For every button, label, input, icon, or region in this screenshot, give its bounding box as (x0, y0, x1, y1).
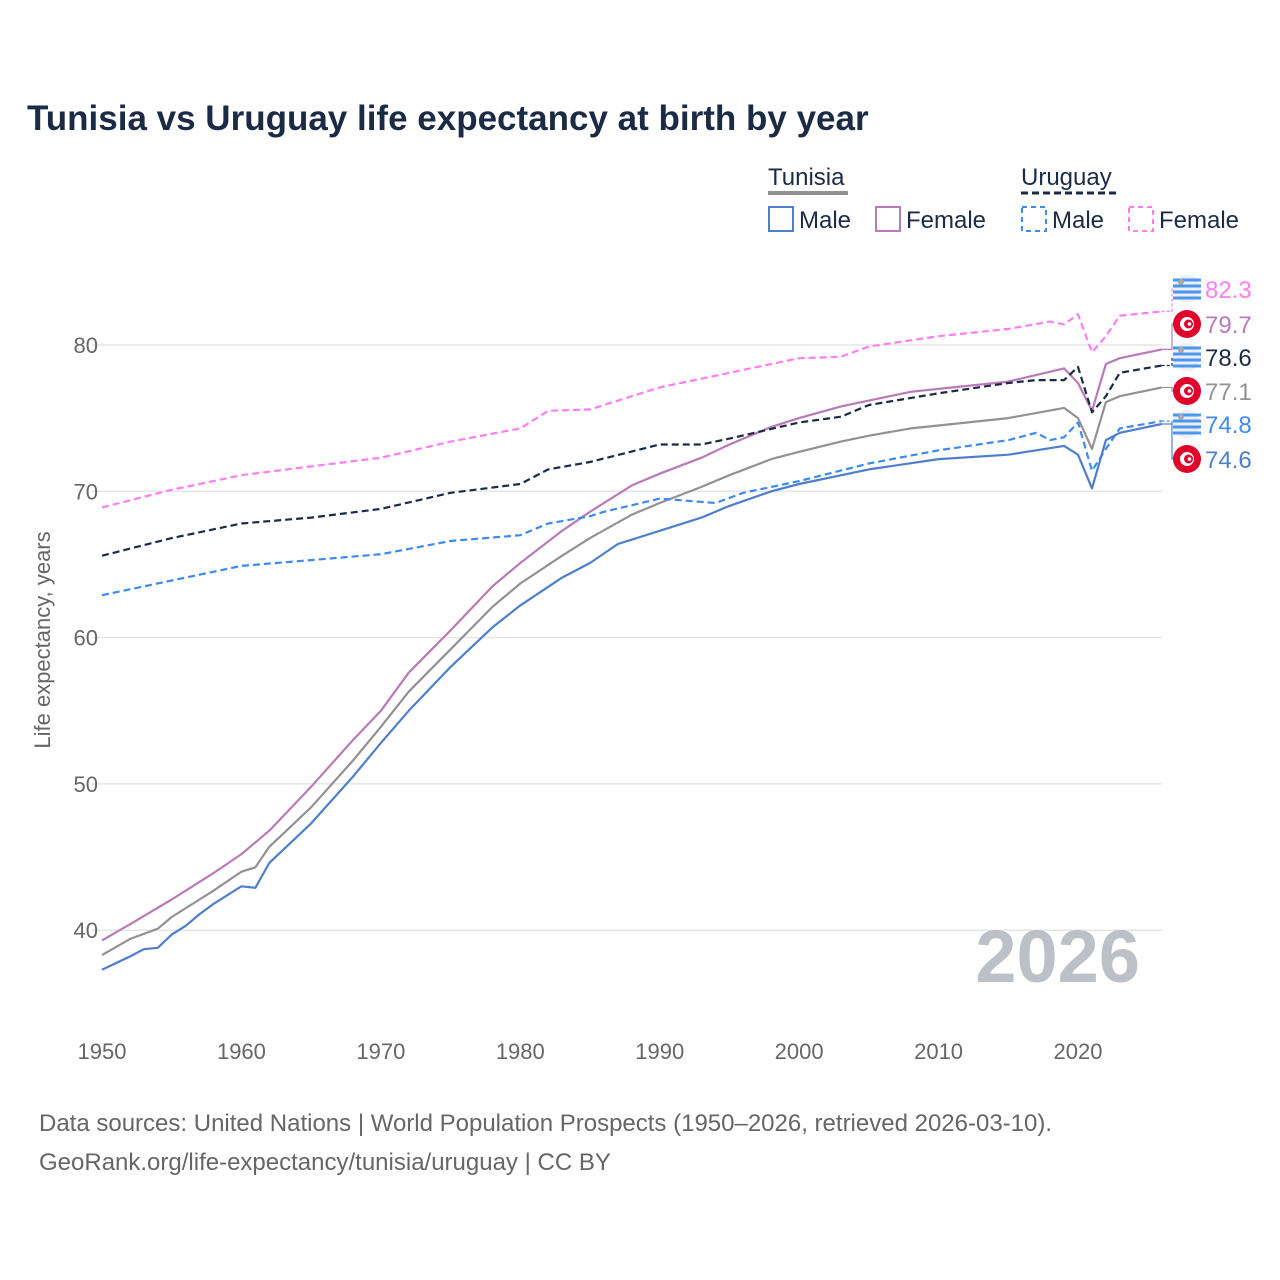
x-tick-label: 1990 (635, 1039, 684, 1064)
y-axis-label: Life expectancy, years (30, 531, 55, 748)
series-line-uruguay-female[interactable] (101, 310, 1162, 509)
footer-sources: Data sources: United Nations | World Pop… (39, 1110, 1052, 1137)
legend-tunisia-male[interactable]: Male (799, 207, 851, 234)
y-tick-label: 70 (74, 479, 98, 504)
end-value-label: 74.8 (1205, 412, 1252, 439)
uruguay-flag-icon (1173, 343, 1201, 371)
series-line-tunisia[interactable] (101, 386, 1162, 957)
series-line-tunisia-female[interactable] (101, 348, 1162, 942)
end-labels: 82.3 79.7 78.6 77.1 74.8 74.6 (1161, 275, 1252, 474)
uruguay-flag-icon (1173, 275, 1201, 303)
legend-uruguay-female-swatch (1128, 206, 1154, 232)
x-tick-label: 1960 (217, 1039, 266, 1064)
end-value-label: 74.6 (1205, 447, 1252, 474)
tunisia-flag-icon (1173, 445, 1201, 473)
legend: Tunisia Male Female Uruguay Male Female (768, 164, 1239, 234)
year-watermark: 2026 (975, 915, 1140, 998)
tunisia-flag-icon (1173, 377, 1201, 405)
legend-uruguay-female[interactable]: Female (1159, 207, 1239, 234)
end-value-label: 79.7 (1205, 312, 1252, 339)
y-tick-label: 50 (74, 772, 98, 797)
x-tick-label: 1970 (356, 1039, 405, 1064)
gridlines (92, 344, 1162, 931)
y-axis-ticks: 40 50 60 70 80 (74, 333, 98, 943)
legend-tunisia-female[interactable]: Female (906, 207, 986, 234)
legend-tunisia-male-swatch (768, 206, 794, 232)
series-lines (101, 310, 1162, 971)
x-tick-label: 2000 (775, 1039, 824, 1064)
end-value-label: 78.6 (1205, 345, 1252, 372)
tunisia-flag-icon (1173, 310, 1201, 338)
series-line-uruguay[interactable] (101, 364, 1162, 557)
y-tick-label: 40 (74, 918, 98, 943)
x-tick-label: 1980 (496, 1039, 545, 1064)
series-line-uruguay-male[interactable] (101, 420, 1162, 597)
x-tick-label: 2020 (1054, 1039, 1103, 1064)
series-line-tunisia-male[interactable] (101, 422, 1162, 971)
legend-group-uruguay[interactable]: Uruguay (1021, 164, 1112, 191)
end-value-label: 82.3 (1205, 277, 1252, 304)
y-tick-label: 80 (74, 333, 98, 358)
uruguay-flag-icon (1173, 410, 1201, 438)
legend-uruguay-male-swatch (1021, 206, 1047, 232)
x-axis-ticks: 1950 1960 1970 1980 1990 2000 2010 2020 (78, 1039, 1103, 1064)
legend-uruguay-male[interactable]: Male (1052, 207, 1104, 234)
x-tick-label: 2010 (914, 1039, 963, 1064)
end-value-label: 77.1 (1205, 379, 1252, 406)
legend-group-tunisia[interactable]: Tunisia (768, 164, 845, 191)
y-tick-label: 60 (74, 626, 98, 651)
x-tick-label: 1950 (78, 1039, 127, 1064)
chart-title: Tunisia vs Uruguay life expectancy at bi… (27, 99, 869, 138)
footer-url[interactable]: GeoRank.org/life-expectancy/tunisia/urug… (39, 1149, 611, 1176)
legend-tunisia-female-swatch (875, 206, 901, 232)
